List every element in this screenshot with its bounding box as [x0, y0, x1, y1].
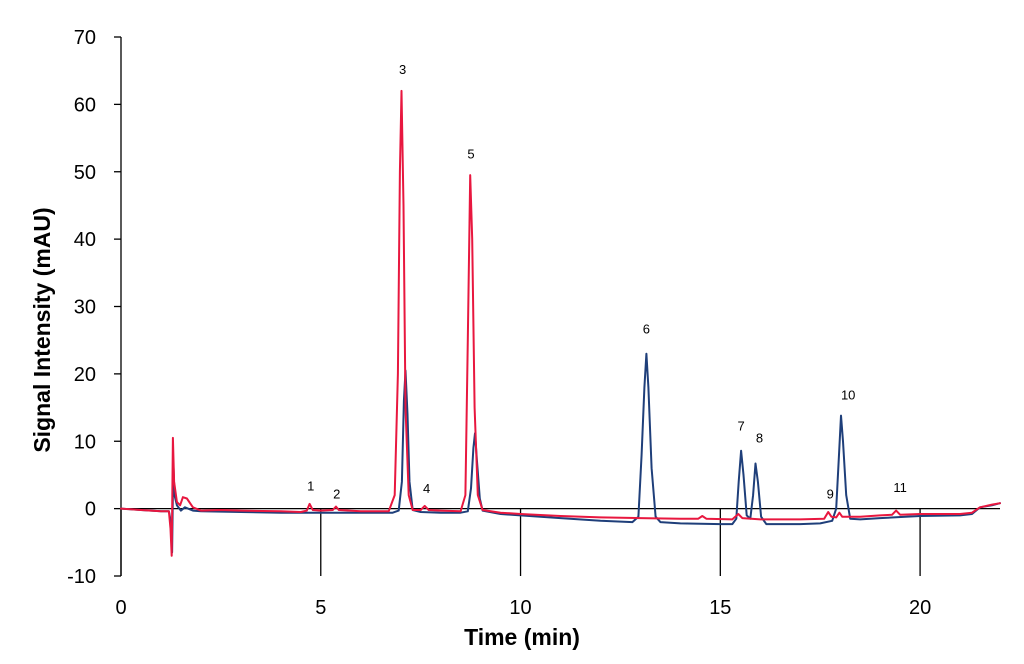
peak-label-3: 3 — [399, 62, 406, 77]
peak-label-11: 11 — [893, 480, 907, 495]
y-axis-title: Signal Intensity (mAU) — [29, 207, 55, 452]
peak-label-1: 1 — [307, 478, 314, 493]
peak-label-4: 4 — [423, 481, 430, 496]
y-tick-label: -10 — [67, 566, 96, 588]
y-tick-label: 70 — [74, 27, 96, 49]
series-line-red — [120, 89, 1001, 557]
x-tick-label: 0 — [115, 597, 126, 619]
series-line-blue — [120, 352, 1001, 554]
peak-label-8: 8 — [756, 431, 763, 446]
traces — [120, 89, 1001, 557]
x-tick-label: 20 — [909, 597, 931, 619]
peak-label-7: 7 — [737, 418, 744, 433]
peak-label-10: 10 — [841, 387, 855, 402]
x-tick-label: 5 — [315, 597, 326, 619]
y-tick-label: 30 — [74, 297, 96, 319]
y-tick-label: 0 — [85, 499, 96, 521]
peak-label-5: 5 — [467, 146, 474, 161]
y-tick-label: 20 — [74, 364, 96, 386]
x-tick-label: 10 — [509, 597, 531, 619]
y-tick-label: 50 — [74, 162, 96, 184]
peak-label-2: 2 — [333, 487, 340, 502]
x-axis-title: Time (min) — [464, 624, 580, 650]
y-tick-label: 40 — [74, 229, 96, 251]
x-tick-label: 15 — [709, 597, 731, 619]
peak-label-6: 6 — [643, 321, 650, 336]
peak-label-9: 9 — [827, 487, 834, 502]
y-tick-label: 60 — [74, 94, 96, 116]
y-tick-label: 10 — [74, 431, 96, 453]
peak-labels: 1 2 3 4 5 6 78 9 10 11 — [307, 62, 907, 501]
